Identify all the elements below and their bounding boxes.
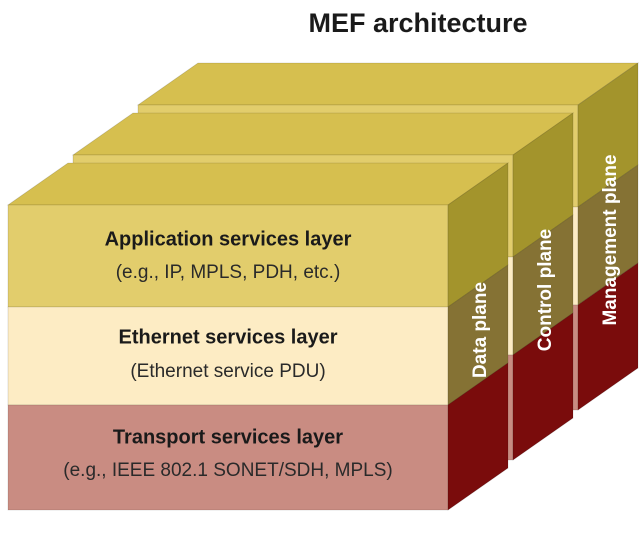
layer-example: (e.g., IEEE 802.1 SONET/SDH, MPLS): [63, 460, 392, 481]
block-top: [71, 112, 575, 156]
block-top: [6, 162, 510, 206]
layer-example: (Ethernet service PDU): [130, 361, 325, 382]
layer-side: [447, 362, 509, 511]
layer-example: (e.g., IP, MPLS, PDH, etc.): [116, 262, 341, 283]
plane-label: Management plane: [600, 154, 621, 325]
layer-front: [7, 306, 449, 406]
layer-name: Application services layer: [105, 228, 352, 250]
plane-label: Control plane: [535, 229, 556, 351]
title: MEF architecture: [308, 8, 527, 38]
layer-side: [577, 262, 639, 411]
layer-front: [7, 204, 449, 308]
layer-name: Ethernet services layer: [118, 326, 337, 348]
layer-front: [7, 404, 449, 511]
block-top: [136, 62, 640, 106]
plane-label: Data plane: [470, 282, 491, 378]
layer-name: Transport services layer: [113, 426, 343, 448]
layer-side: [512, 312, 574, 461]
blocks: [6, 62, 640, 511]
